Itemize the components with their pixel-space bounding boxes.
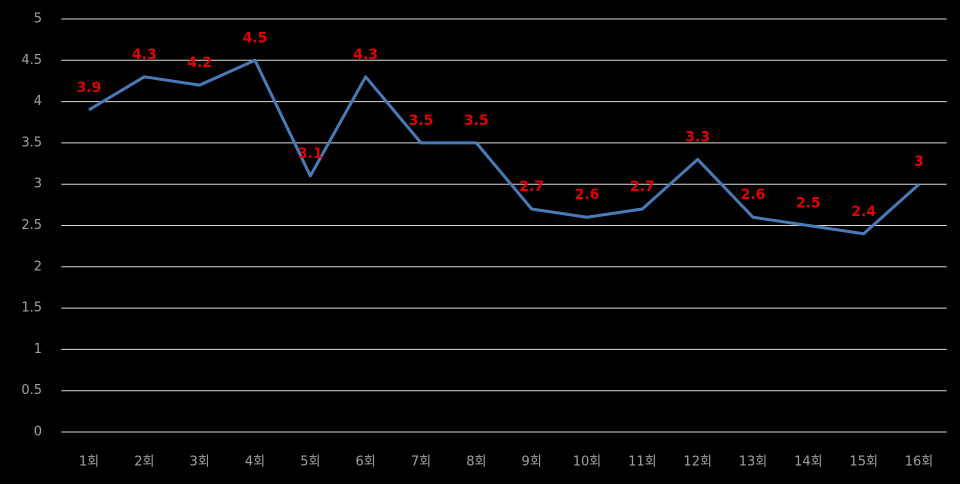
x-tick-label: 7회	[411, 455, 431, 470]
y-tick-label: 2.5	[21, 218, 42, 233]
data-label: 3.1	[298, 146, 323, 162]
data-label: 3.3	[685, 129, 710, 145]
data-label: 3.5	[409, 113, 434, 129]
x-tick-label: 2회	[134, 455, 154, 470]
data-label: 3.9	[77, 80, 102, 96]
line-series	[88, 58, 921, 236]
data-label: 4.5	[243, 30, 268, 46]
y-tick-label: 2	[34, 259, 42, 274]
data-label: 2.7	[519, 179, 544, 195]
y-tick-label: 0	[34, 425, 42, 440]
x-tick-label: 4회	[245, 455, 265, 470]
data-label: 2.5	[796, 196, 821, 212]
x-tick-label: 15회	[849, 455, 878, 470]
x-tick-label: 11회	[628, 455, 657, 470]
x-tick-label: 16회	[905, 455, 934, 470]
data-label: 2.4	[851, 204, 876, 220]
data-label: 2.7	[630, 179, 655, 195]
x-tick-label: 3회	[190, 455, 210, 470]
x-tick-label: 10회	[573, 455, 602, 470]
y-tick-label: 3.5	[21, 135, 42, 150]
y-tick-label: 3	[34, 177, 42, 192]
data-label: 2.6	[575, 187, 600, 203]
y-tick-label: 1	[34, 342, 42, 357]
data-label: 2.6	[741, 187, 766, 203]
y-tick-label: 0.5	[21, 383, 42, 398]
x-tick-label: 1회	[79, 455, 99, 470]
data-label: 3	[914, 154, 924, 170]
x-tick-label: 9회	[522, 455, 542, 470]
x-tick-label: 13회	[739, 455, 768, 470]
y-tick-label: 4.5	[21, 53, 42, 68]
data-label: 4.3	[353, 47, 378, 63]
x-tick-label: 8회	[466, 455, 486, 470]
data-label: 3.5	[464, 113, 489, 129]
data-label: 4.2	[187, 55, 212, 71]
data-label: 4.3	[132, 47, 157, 63]
y-tick-label: 4	[34, 94, 42, 109]
y-tick-label: 1.5	[21, 301, 42, 316]
x-tick-label: 14회	[794, 455, 823, 470]
x-tick-label: 6회	[356, 455, 376, 470]
x-tick-label: 5회	[300, 455, 320, 470]
x-tick-label: 12회	[683, 455, 712, 470]
y-tick-label: 5	[34, 12, 42, 27]
